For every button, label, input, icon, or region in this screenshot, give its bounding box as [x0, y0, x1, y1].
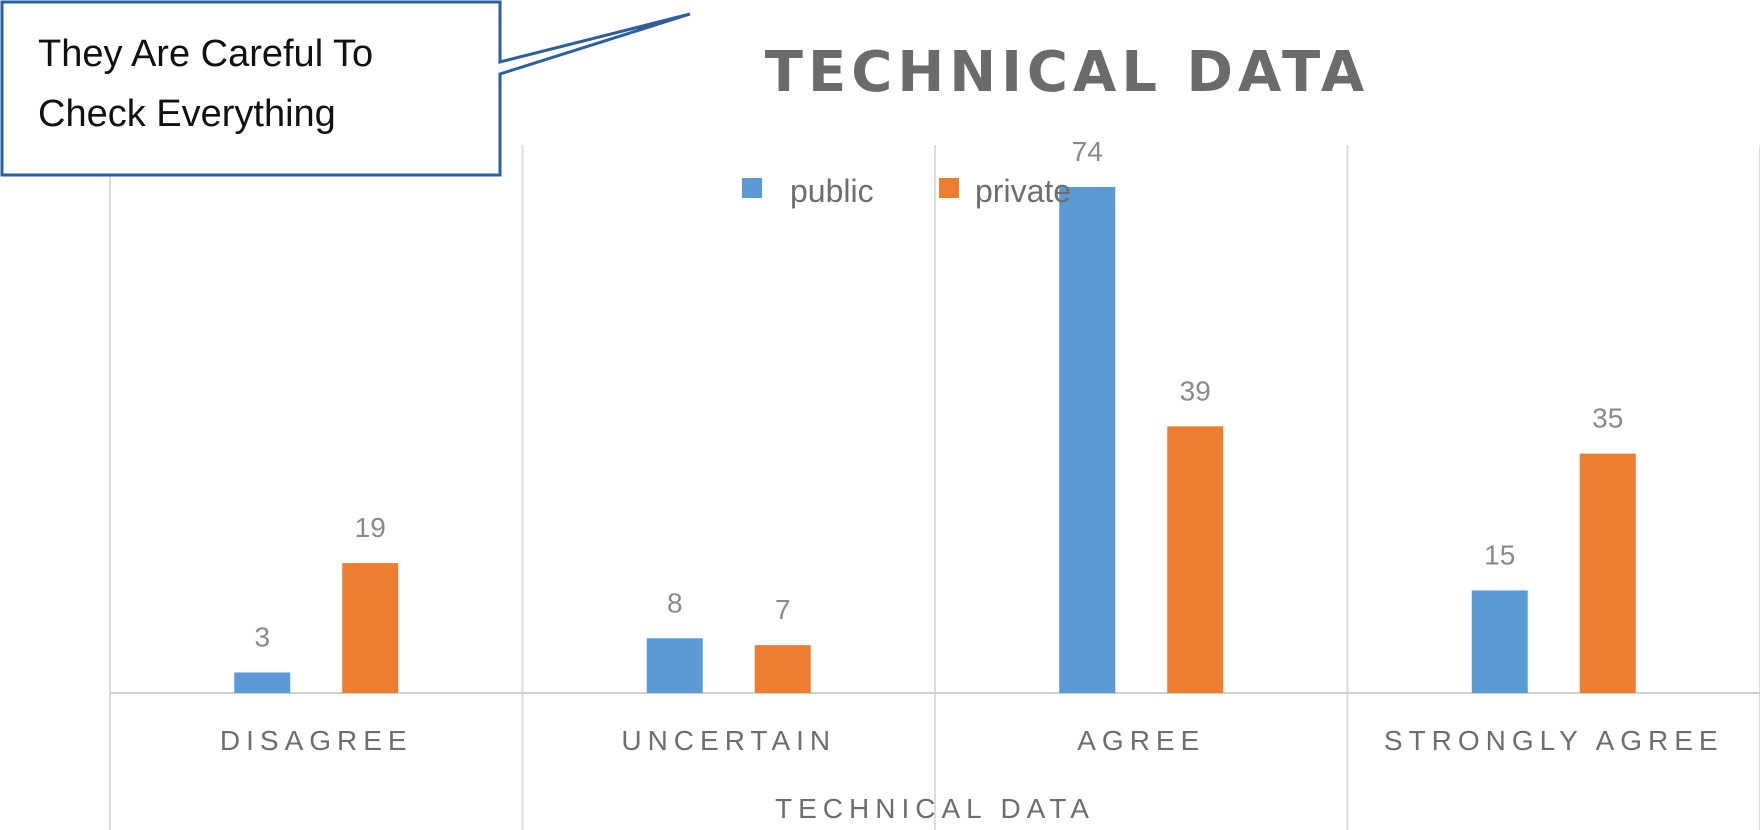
data-label-private-disagree: 19	[355, 512, 386, 543]
data-label-public-agree: 74	[1072, 136, 1103, 167]
tick-label-disagree: DISAGREE	[220, 725, 413, 756]
data-label-public-uncertain: 8	[667, 587, 683, 618]
bar-public-disagree	[234, 672, 291, 693]
bar-public-strongly-agree	[1471, 590, 1528, 693]
x-axis-title: TECHNICAL DATA	[775, 793, 1095, 824]
tick-label-uncertain: UNCERTAIN	[621, 725, 836, 756]
bars	[234, 187, 1636, 693]
bar-private-strongly-agree	[1579, 453, 1636, 693]
data-label-public-strongly-agree: 15	[1484, 539, 1515, 570]
gridlines	[109, 145, 1760, 830]
data-labels: 3 19 8 7 74 39 15 35	[254, 136, 1623, 652]
bar-public-uncertain	[646, 638, 703, 693]
data-label-private-uncertain: 7	[775, 594, 791, 625]
callout-line-1: They Are Careful To	[38, 33, 373, 75]
bar-private-uncertain	[754, 645, 811, 693]
callout-line-2: Check Everything	[38, 93, 336, 135]
tick-label-strongly-agree: STRONGLY AGREE	[1384, 725, 1724, 756]
legend-swatch-public	[742, 178, 762, 198]
legend-label-private: private	[975, 173, 1071, 209]
callout-shape	[0, 0, 691, 177]
legend-swatch-private	[939, 178, 959, 198]
data-label-private-strongly-agree: 35	[1592, 403, 1623, 434]
chart-title: TECHNICAL DATA	[765, 40, 1369, 105]
bar-private-agree	[1167, 426, 1224, 693]
legend-label-public: public	[790, 173, 874, 209]
data-label-private-agree: 39	[1180, 375, 1211, 406]
tick-label-agree: AGREE	[1077, 725, 1205, 756]
bar-private-disagree	[342, 563, 399, 693]
callout: They Are Careful To Check Everything	[0, 0, 691, 177]
legend: public private	[742, 173, 1071, 209]
tick-labels: DISAGREE UNCERTAIN AGREE STRONGLY AGREE	[220, 725, 1724, 756]
data-label-public-disagree: 3	[254, 621, 270, 652]
bar-public-agree	[1059, 187, 1116, 693]
